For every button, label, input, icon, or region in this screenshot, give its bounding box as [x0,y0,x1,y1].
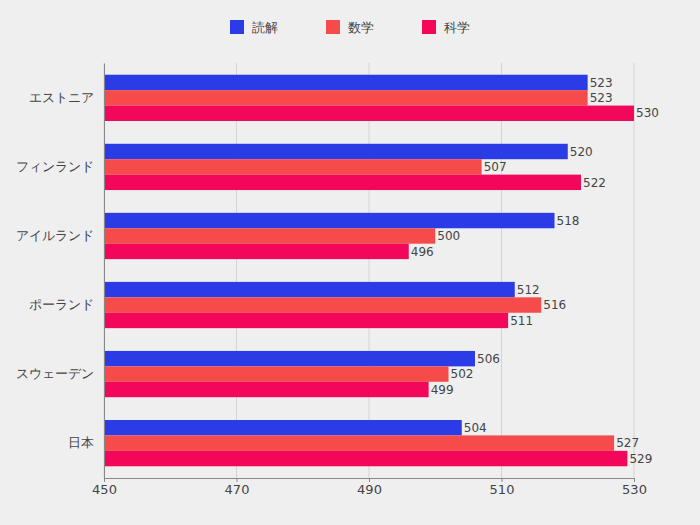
grid-line [236,63,237,478]
bar [104,159,482,174]
data-label: 504 [464,421,487,435]
tick-label: 450 [92,482,117,497]
bar [104,282,515,297]
tick-label: 490 [357,482,382,497]
tick: アイルランド [16,228,104,243]
legend-swatch [422,20,436,34]
grid-line [369,63,370,478]
bar [104,420,462,435]
background [0,0,700,525]
chart: 523 520 518 512 506 504 523 507 500 516 502 527 530 5… [0,0,700,525]
data-label: 527 [616,436,639,450]
data-label: 511 [510,314,533,328]
category-label: アイルランド [16,228,94,243]
data-label: 522 [583,176,606,190]
data-label: 518 [557,214,580,228]
bar [104,313,508,328]
legend-label: 読解 [252,20,278,35]
data-label: 516 [543,298,566,312]
grid-line [104,63,105,478]
data-label: 520 [570,145,593,159]
bar [104,213,555,228]
grid-line [634,63,635,478]
tick-label: 470 [225,482,250,497]
bar [104,351,475,366]
tick: 日本 [68,435,104,450]
category-label: エストニア [29,90,94,105]
data-label: 523 [590,76,613,90]
bar [104,435,614,450]
data-label: 506 [477,352,500,366]
legend-swatch [230,20,244,34]
category-label: スウェーデン [16,366,94,381]
bar [104,90,588,105]
x-axis: 450 470 490 510 530 [92,478,647,497]
bars [104,75,634,467]
bar [104,366,449,381]
category-label: フィンランド [16,159,94,174]
bar [104,75,588,90]
bar [104,144,568,159]
bar [104,244,409,259]
grid [104,63,634,478]
data-label: 500 [437,229,460,243]
data-label: 496 [411,245,434,259]
data-label: 502 [451,367,474,381]
tick: エストニア [29,90,104,105]
legend-swatch [326,20,340,34]
tick: 450 [92,478,117,497]
category-label: 日本 [68,435,94,450]
tick: ポーランド [29,297,104,312]
tick: 470 [225,478,250,497]
tick: スウェーデン [16,366,104,381]
tick-label: 510 [490,482,515,497]
tick: 530 [622,478,647,497]
bar [104,106,634,121]
data-labels: 523 520 518 512 506 504 523 507 500 516 502 527 530 5… [411,76,659,466]
tick-label: 530 [622,482,647,497]
tick: 490 [357,478,382,497]
tick: 510 [490,478,515,497]
bar [104,175,581,190]
legend-label: 数学 [348,20,374,35]
bar [104,382,429,397]
axis-line [104,64,105,479]
legend-item: 数学 [326,20,374,35]
grid-line [501,63,502,478]
data-label: 512 [517,283,540,297]
data-label: 523 [590,91,613,105]
legend: 読解 数学 科学 [230,20,470,35]
y-axis: エストニアフィンランドアイルランドポーランドスウェーデン日本 [16,64,105,479]
tick: フィンランド [16,159,104,174]
data-label: 507 [484,160,507,174]
bar [104,451,627,466]
bar [104,297,541,312]
legend-label: 科学 [444,20,470,35]
category-label: ポーランド [29,297,94,312]
legend-item: 読解 [230,20,278,35]
legend-item: 科学 [422,20,470,35]
data-label: 529 [629,452,652,466]
data-label: 530 [636,106,659,120]
bar [104,228,435,243]
data-label: 499 [431,383,454,397]
